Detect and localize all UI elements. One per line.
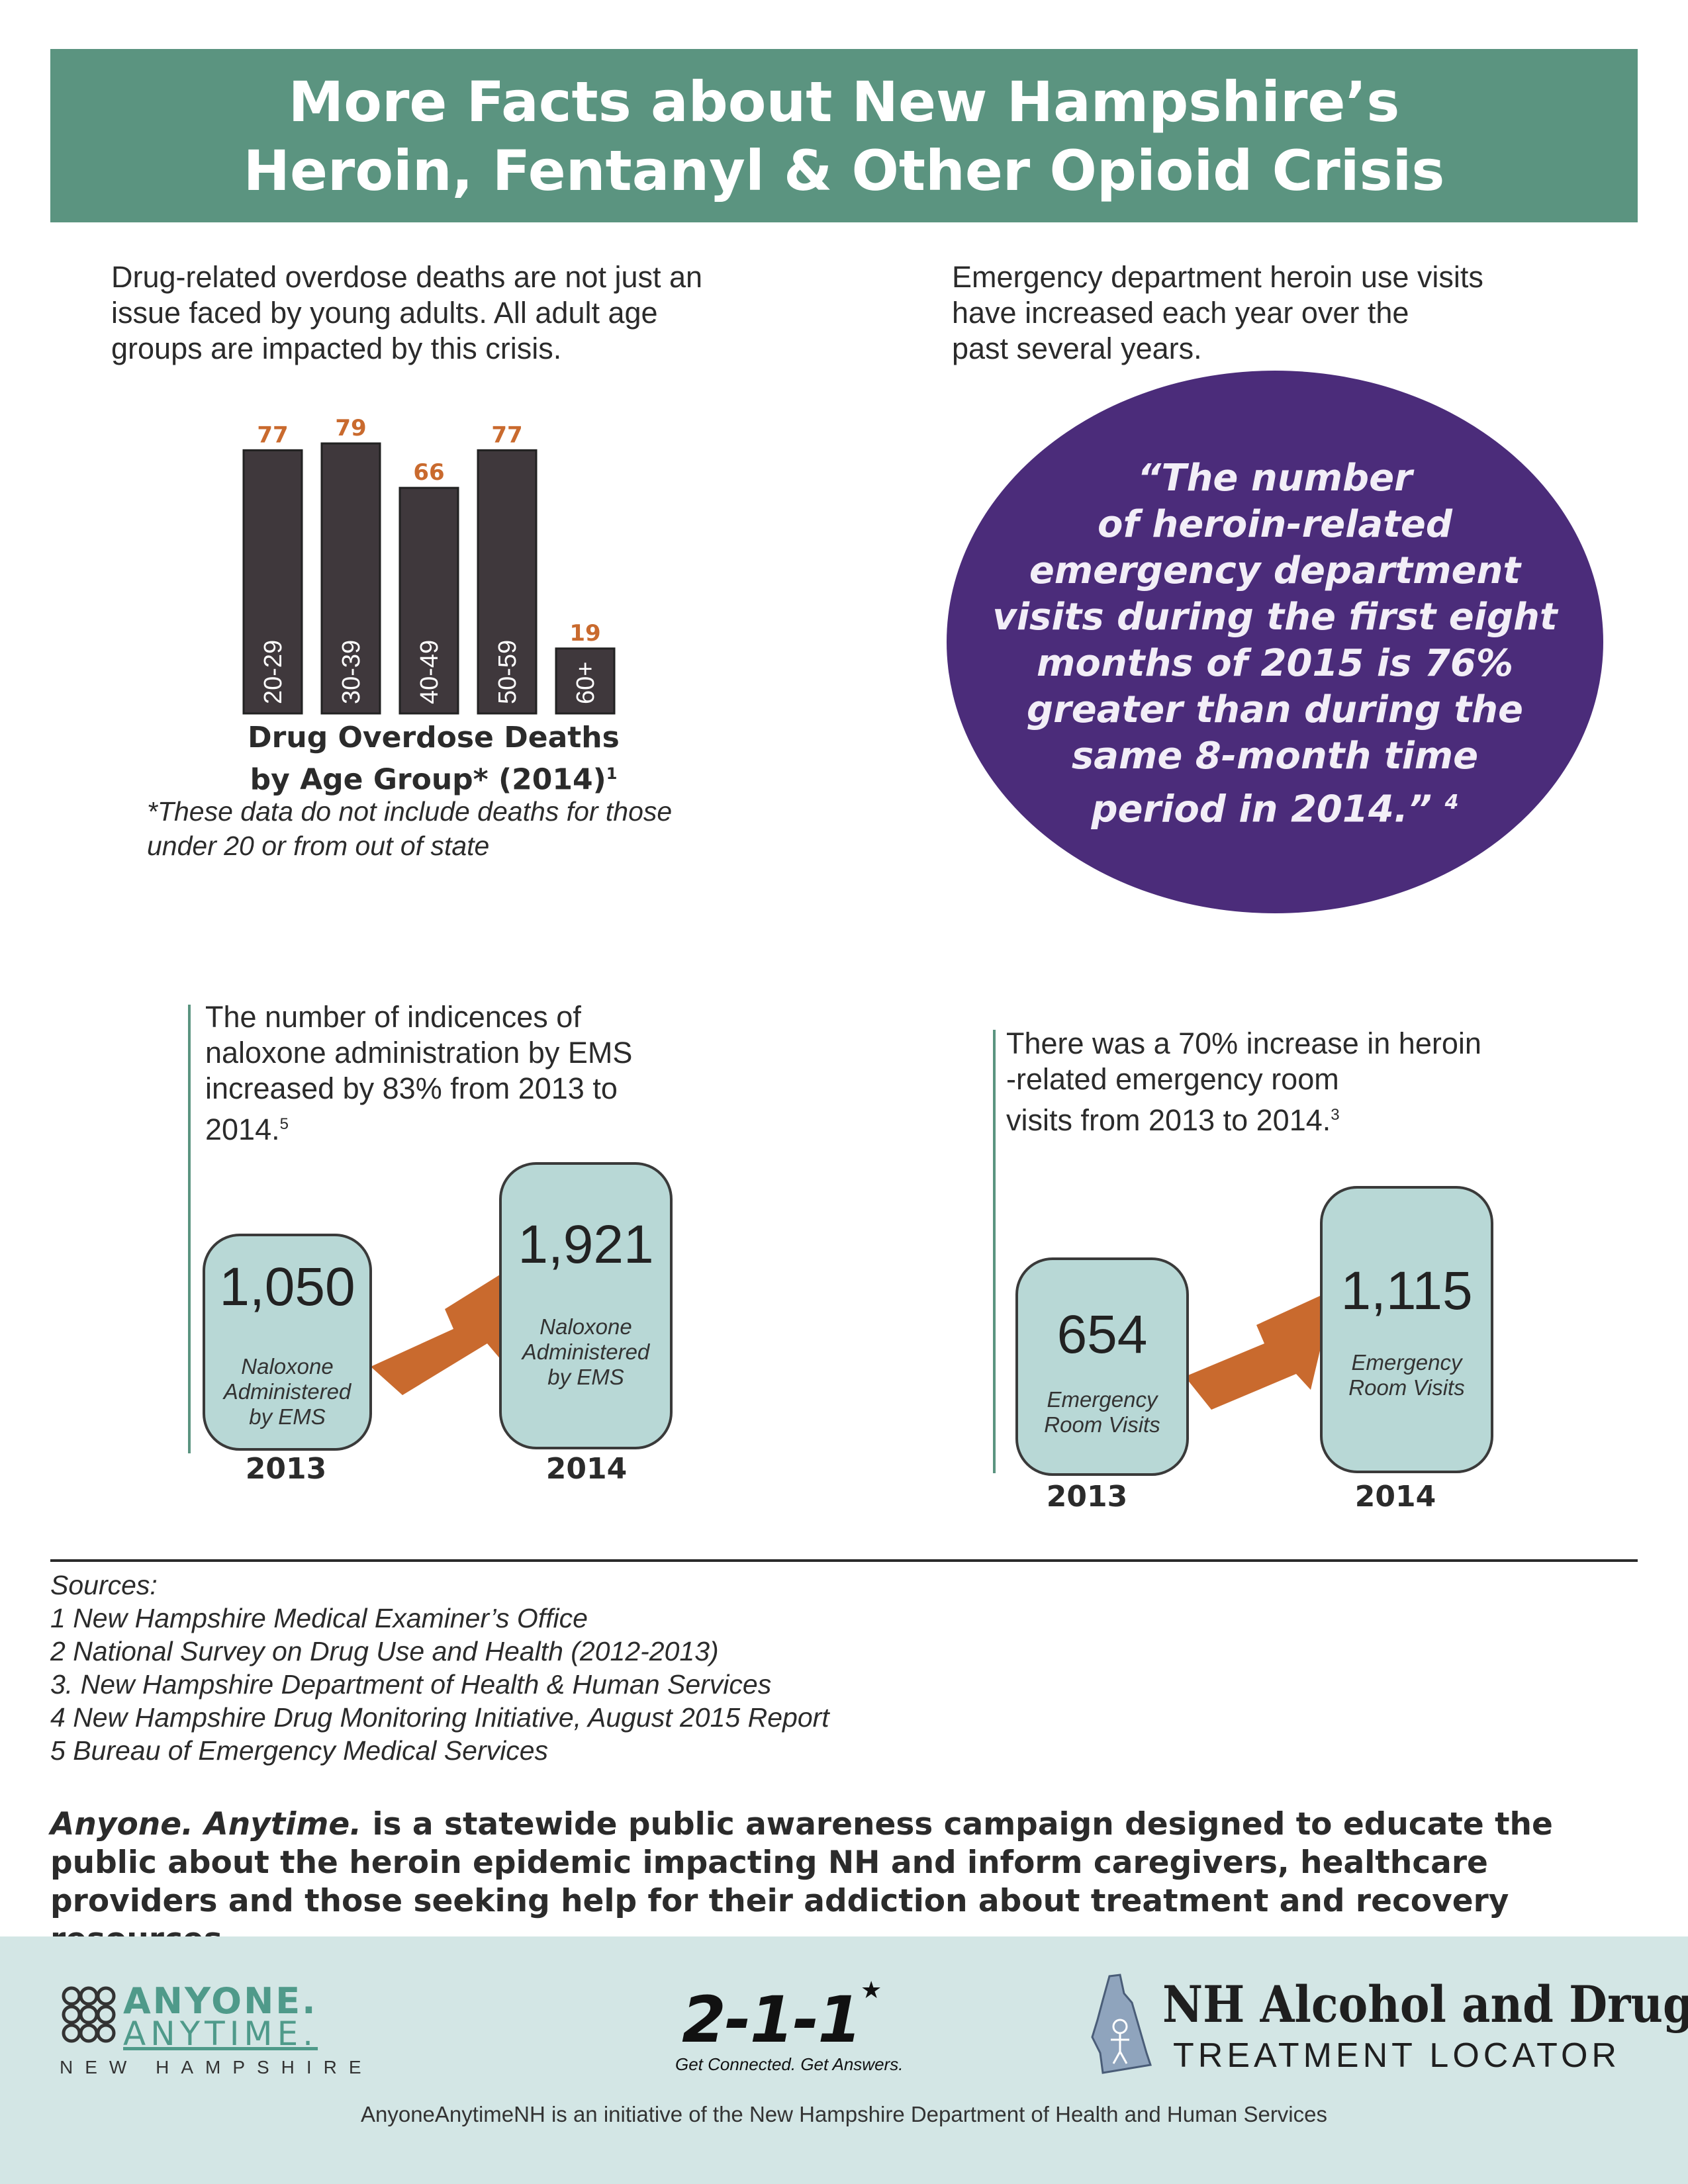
chart-title-text: Drug Overdose Deaths by Age Group* (2014…: [248, 721, 620, 797]
quote-text: “The number of heroin-related emergency …: [986, 455, 1564, 833]
logo1-line3: NEW HAMPSHIRE: [60, 2057, 373, 2077]
er-desc-line: -related emergency room: [1006, 1062, 1339, 1096]
logo1-line1: ANYONE.: [123, 1980, 318, 2022]
naloxone-2014-year: 2014: [545, 1452, 628, 1486]
footer-note: AnyoneAnytimeNH is an initiative of the …: [360, 2102, 1327, 2126]
bar-30-39: [320, 442, 381, 715]
bar-value-label: 79: [335, 415, 366, 441]
er-desc: There was a 70% increase in heroin -rela…: [1006, 1026, 1481, 1138]
er-divider: [993, 1030, 996, 1473]
er-intro: Emergency department heroin use visits h…: [952, 259, 1483, 367]
naloxone-divider: [188, 1005, 191, 1453]
sources-divider: [50, 1559, 1638, 1562]
source-item: 4 New Hampshire Drug Monitoring Initiati…: [50, 1702, 829, 1733]
source-item: 2 National Survey on Drug Use and Health…: [50, 1636, 719, 1666]
age-intro-line: Drug-related overdose deaths are not jus…: [111, 260, 703, 294]
naloxone-2014-box: 1,921 Naloxone Administered by EMS: [499, 1162, 673, 1449]
bar-category-label: 50-59: [494, 640, 522, 704]
er-intro-line: past several years.: [952, 332, 1202, 365]
swirl-pattern-icon: [62, 1986, 116, 2043]
bar-value-label: 77: [491, 422, 522, 448]
er-2014-year: 2014: [1354, 1480, 1436, 1514]
age-intro-line: issue faced by young adults. All adult a…: [111, 296, 658, 330]
overdose-bar-chart: 77 20-29 79 30-39 66 40-49 77 50-59 19 60+: [242, 415, 616, 715]
naloxone-arrow-shape: [371, 1256, 530, 1395]
bar-50-59: [477, 449, 538, 715]
naloxone-2014-label: Naloxone Administered by EMS: [522, 1314, 650, 1389]
bar-category-label: 60+: [572, 662, 600, 704]
logo3-line1: NH Alcohol and Drug: [1162, 1975, 1688, 2034]
header-banner: More Facts about New Hampshire’s Heroin,…: [50, 49, 1638, 222]
naloxone-desc: The number of indicences of naloxone adm…: [205, 999, 632, 1148]
age-intro-line: groups are impacted by this crisis.: [111, 332, 562, 365]
er-desc-line: visits from 2013 to 2014.3: [1006, 1103, 1340, 1137]
er-arrow-shape: [1185, 1289, 1335, 1410]
chart-title-ref: 1: [606, 764, 618, 783]
naloxone-2013-year: 2013: [245, 1452, 327, 1486]
age-intro: Drug-related overdose deaths are not jus…: [111, 259, 702, 367]
naloxone-desc-line: The number of indicences of: [205, 1000, 581, 1034]
naloxone-2013-label: Naloxone Administered by EMS: [223, 1354, 352, 1429]
bar-40-49: [399, 486, 459, 715]
bar-value-label: 77: [257, 422, 288, 448]
er-desc-ref: 3: [1331, 1106, 1340, 1124]
er-intro-line: have increased each year over the: [952, 296, 1409, 330]
source-item: 3. New Hampshire Department of Health & …: [50, 1669, 772, 1700]
chart-footnote: *These data do not include deaths for th…: [147, 794, 776, 863]
er-2014-value: 1,115: [1340, 1261, 1473, 1321]
er-2014-box: 1,115 Emergency Room Visits: [1320, 1186, 1493, 1473]
naloxone-desc-line: naloxone administration by EMS: [205, 1036, 633, 1069]
er-2013-year: 2013: [1046, 1480, 1128, 1514]
er-arrow: [1185, 1289, 1335, 1410]
logo3-line2: TREATMENT LOCATOR: [1173, 2036, 1620, 2075]
nh-state-icon: [1091, 1974, 1152, 2074]
er-2013-value: 654: [1056, 1304, 1148, 1365]
campaign-name: Anyone. Anytime.: [50, 1806, 362, 1843]
er-intro-line: Emergency department heroin use visits: [952, 260, 1483, 294]
er-2013-label: Emergency Room Visits: [1044, 1387, 1160, 1437]
bar-20-29: [242, 449, 303, 715]
bar-category-label: 40-49: [416, 640, 444, 704]
quote-body: “The number of heroin-related emergency …: [992, 457, 1558, 831]
chart-title: Drug Overdose Deaths by Age Group* (2014…: [218, 720, 649, 798]
bar-value-label: 19: [569, 620, 600, 647]
er-2014-label: Emergency Room Visits: [1348, 1350, 1465, 1400]
chart-footnote-line: *These data do not include deaths for th…: [147, 796, 673, 827]
source-item: 5 Bureau of Emergency Medical Services: [50, 1735, 549, 1766]
anyone-anytime-logo[interactable]: ANYONE. ANYTIME. NEW HAMPSHIRE: [60, 1980, 364, 2077]
treatment-locator-logo[interactable]: NH Alcohol and Drug TREATMENT LOCATOR: [1083, 1974, 1688, 2079]
naloxone-2013-value: 1,050: [219, 1257, 355, 1317]
sources-list: Sources: 1 New Hampshire Medical Examine…: [50, 1569, 829, 1767]
bar-60+: [555, 647, 616, 715]
sources-heading: Sources:: [50, 1570, 158, 1600]
bar-category-label: 30-39: [338, 640, 365, 704]
bar-value-label: 66: [413, 459, 444, 486]
chart-footnote-line: under 20 or from out of state: [147, 831, 490, 861]
naloxone-2014-value: 1,921: [518, 1214, 654, 1275]
211-mark: 2-1-1: [682, 1983, 862, 2057]
naloxone-desc-ref: 5: [279, 1115, 289, 1133]
naloxone-desc-line: 2014.5: [205, 1113, 289, 1146]
quote-ellipse: [947, 371, 1603, 913]
naloxone-desc-line: increased by 83% from 2013 to: [205, 1071, 618, 1105]
page-title: More Facts about New Hampshire’s Heroin,…: [243, 69, 1445, 203]
er-desc-line: There was a 70% increase in heroin: [1006, 1026, 1481, 1060]
211-logo[interactable]: 2-1-1 ★ Get Connected. Get Answers.: [675, 1976, 903, 2074]
er-2013-box: 654 Emergency Room Visits: [1015, 1257, 1189, 1476]
211-tagline: Get Connected. Get Answers.: [675, 2054, 904, 2074]
naloxone-arrow: [371, 1256, 530, 1395]
star-icon: ★: [861, 1976, 882, 2003]
source-item: 1 New Hampshire Medical Examiner’s Offic…: [50, 1603, 588, 1633]
naloxone-2013-box: 1,050 Naloxone Administered by EMS: [203, 1234, 372, 1451]
quote-ref: 4: [1444, 791, 1459, 814]
footer: ANYONE. ANYTIME. NEW HAMPSHIRE 2-1-1 ★ G…: [0, 1936, 1688, 2184]
bar-category-label: 20-29: [259, 640, 287, 704]
logo1-line2: ANYTIME.: [123, 2015, 318, 2053]
